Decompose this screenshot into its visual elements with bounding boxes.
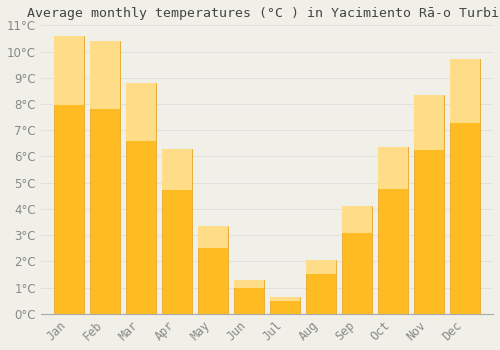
Bar bbox=[90, 41, 120, 109]
Bar bbox=[306, 260, 336, 314]
Bar bbox=[450, 60, 480, 123]
Bar bbox=[54, 36, 84, 105]
Bar bbox=[54, 36, 84, 314]
Title: Average monthly temperatures (°C ) in Yacimiento Rā-o Turbio: Average monthly temperatures (°C ) in Ya… bbox=[27, 7, 500, 20]
Bar bbox=[414, 95, 444, 149]
Bar bbox=[342, 206, 372, 233]
Bar bbox=[126, 83, 156, 141]
Bar bbox=[306, 260, 336, 274]
Bar bbox=[450, 60, 480, 314]
Bar bbox=[378, 147, 408, 189]
Bar bbox=[270, 297, 300, 301]
Bar bbox=[234, 280, 264, 314]
Bar bbox=[198, 226, 228, 248]
Bar bbox=[414, 95, 444, 314]
Bar bbox=[378, 147, 408, 314]
Bar bbox=[342, 206, 372, 314]
Bar bbox=[234, 280, 264, 288]
Bar bbox=[270, 297, 300, 314]
Bar bbox=[126, 83, 156, 314]
Bar bbox=[198, 226, 228, 314]
Bar bbox=[90, 41, 120, 314]
Bar bbox=[162, 149, 192, 314]
Bar bbox=[162, 149, 192, 190]
